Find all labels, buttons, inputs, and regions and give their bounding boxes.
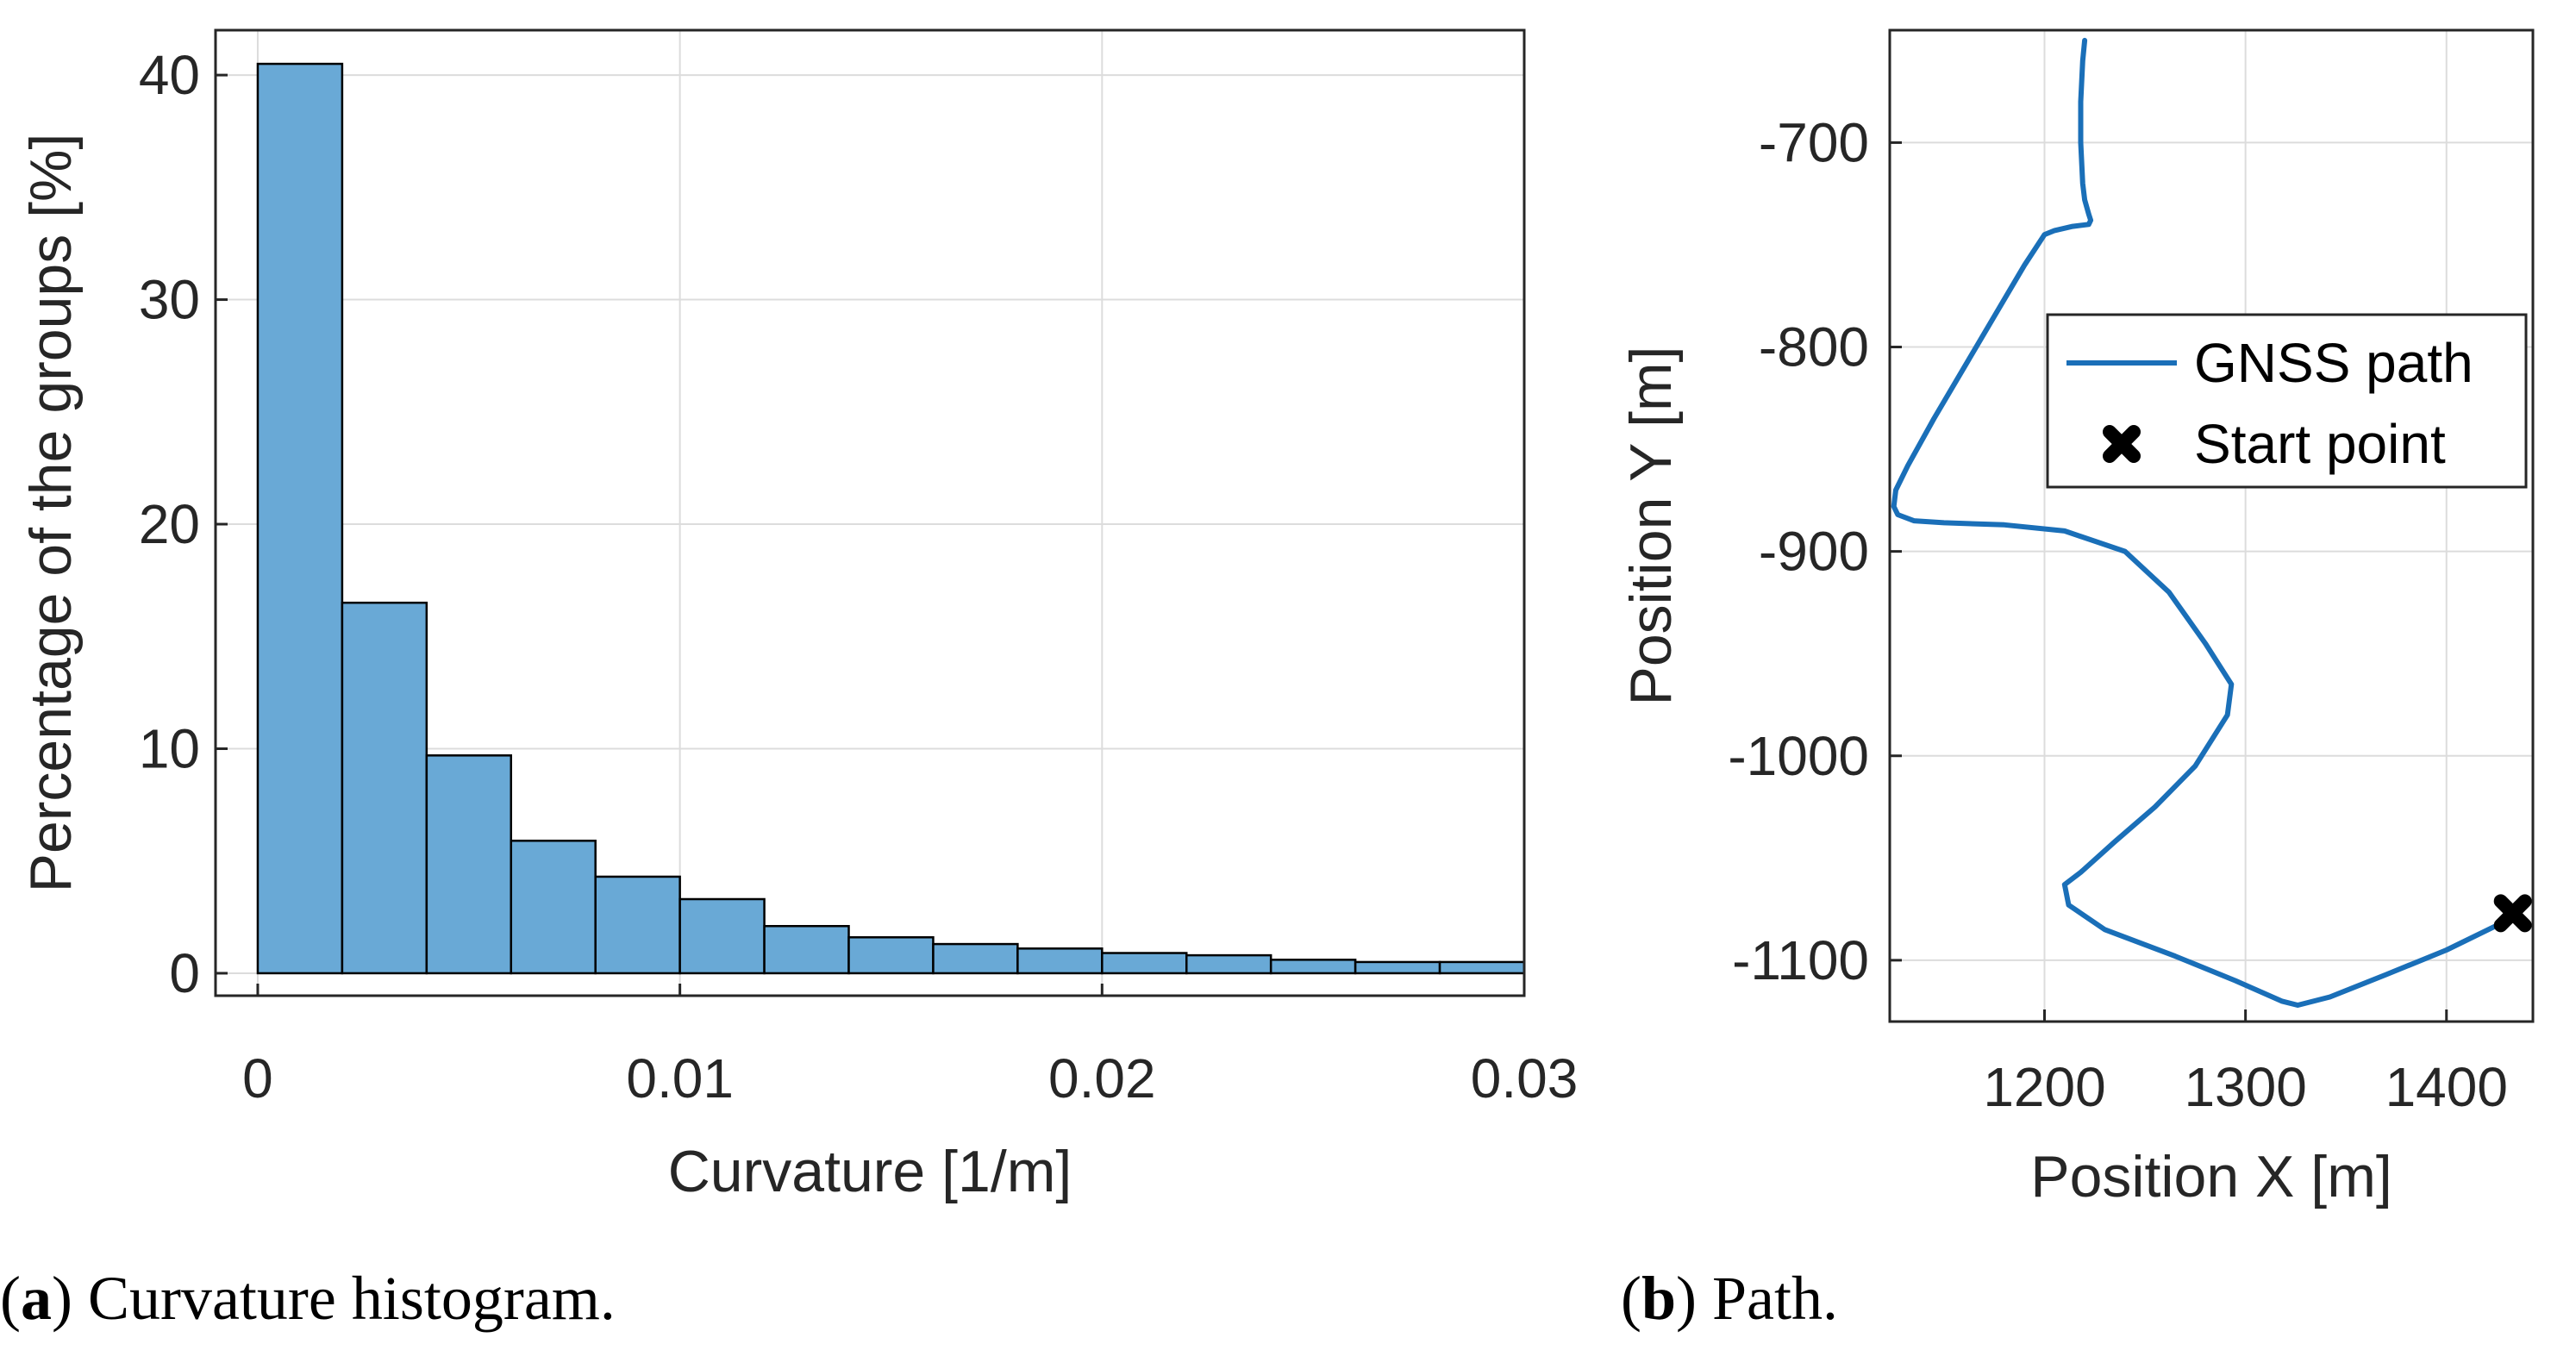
y-tick-label: 30 [139, 269, 200, 331]
histogram-bar [678, 897, 766, 975]
legend-marker-swatch [2103, 425, 2141, 463]
x-axis-label: Curvature [1/m] [668, 1139, 1072, 1204]
legend-x-mark [2103, 425, 2141, 463]
y-tick-label: 10 [139, 717, 200, 779]
y-tick-label: -1100 [1732, 929, 1869, 991]
caption-a: (a) Curvature histogram. [0, 1264, 616, 1333]
legend-entry-gnss-path: GNSS path [2194, 332, 2473, 394]
histogram-bar [256, 62, 344, 975]
x-tick-labels: 1200 1300 1400 [1983, 1056, 2508, 1118]
histogram-bar [1016, 947, 1104, 975]
y-axis-label: Percentage of the groups [%] [18, 134, 84, 893]
histogram-bar [510, 840, 597, 975]
caption-a-letter: a [21, 1264, 52, 1333]
histogram-bar [763, 925, 850, 975]
legend: GNSS path Start point [2046, 313, 2528, 489]
y-tick-label: 40 [139, 44, 200, 106]
histogram-bar [1438, 960, 1526, 975]
y-tick-labels: 0 10 20 30 40 [139, 44, 200, 1004]
plot-frame [214, 28, 1526, 997]
y-tick-label: -1000 [1728, 725, 1869, 787]
y-tick-label: -800 [1759, 316, 1869, 378]
x-tick-label: 1200 [1983, 1056, 2105, 1118]
x-axis-label: Position X [m] [2030, 1144, 2392, 1209]
y-tick-label: 0 [169, 942, 200, 1004]
legend-x-mark-stroke-2 [2103, 425, 2141, 463]
histogram-bars [256, 62, 1526, 975]
histogram-bar [932, 942, 1019, 975]
histogram-bar [1101, 952, 1188, 975]
histogram-bar [1185, 953, 1272, 975]
gnss-path-line [1891, 37, 2516, 1008]
histogram-bar [1354, 960, 1441, 975]
histogram-bar [594, 875, 681, 975]
start-point-marker [2493, 894, 2532, 933]
caption-a-text: Curvature histogram. [72, 1264, 616, 1333]
histogram-bar [847, 936, 935, 975]
legend-entry-start-point: Start point [2194, 413, 2446, 475]
x-tick-label: 0.02 [1048, 1047, 1156, 1109]
x-tick-label: 0 [242, 1047, 273, 1109]
y-tick-label: 20 [139, 493, 200, 555]
start-point-x-mark [2493, 894, 2532, 933]
caption-b-text: Path. [1697, 1264, 1838, 1333]
y-axis-label: Position Y [m] [1618, 346, 1684, 705]
caption-b: (b) Path. [1621, 1264, 1838, 1333]
y-tick-label: -700 [1759, 111, 1869, 173]
histogram-bar [425, 754, 513, 975]
y-tick-label: -900 [1759, 521, 1869, 583]
x-tick-label: 0.01 [626, 1047, 734, 1109]
grid-lines [1890, 30, 2533, 1022]
plot-frame [1888, 28, 2535, 1023]
y-tick-labels: -700 -800 -900 -1000 -1100 [1728, 111, 1869, 991]
start-point-x-mark-stroke-2 [2493, 894, 2532, 933]
caption-b-letter: b [1641, 1264, 1676, 1333]
x-tick-labels: 0 0.01 0.02 0.03 [242, 1047, 1578, 1109]
histogram-bar [341, 601, 428, 975]
x-tick-label: 1300 [2184, 1056, 2306, 1118]
histogram-bar [1269, 959, 1357, 975]
x-tick-label: 0.03 [1471, 1047, 1579, 1109]
x-tick-label: 1400 [2385, 1056, 2508, 1118]
gnss-path-plot: 1200 1300 1400 -700 -800 -900 -1000 -1100 Posi… [1618, 28, 2535, 1209]
